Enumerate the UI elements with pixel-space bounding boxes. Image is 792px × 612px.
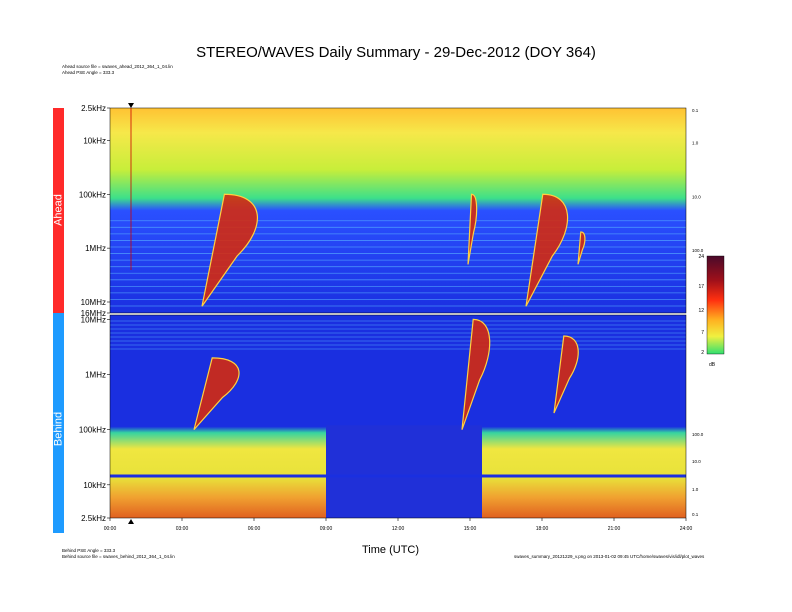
behind-freq-tick-label: 1MHz (85, 371, 106, 380)
ahead-freq-tick-label: 10MHz (81, 298, 106, 307)
colorbar-tick-label: 2 (701, 350, 704, 356)
radio-burst-ahead (526, 194, 568, 307)
x-tick-label: 15:00 (464, 526, 477, 532)
radio-burst-outline-behind (553, 335, 579, 414)
x-tick-label: 18:00 (536, 526, 549, 532)
ahead-right-tick-label: 0.1 (692, 108, 699, 113)
behind-right-tick-label: 1.0 (692, 487, 699, 492)
radio-burst-outline-ahead (577, 231, 586, 265)
cursor-arrow-icon (128, 519, 134, 524)
colorbar-tick-label: 7 (701, 330, 704, 336)
ahead-source-file: Ahead source file = swaves_ahead_2012_36… (62, 64, 173, 69)
radio-burst-ahead (202, 194, 258, 307)
x-tick-label: 21:00 (608, 526, 621, 532)
radio-burst-behind (554, 335, 579, 414)
cursor-arrow-icon (128, 103, 134, 108)
radio-burst-outline-ahead (525, 193, 569, 307)
behind-freq-tick-label: 2.5kHz (81, 514, 106, 523)
behind-pse-angle: Behind PSE Angle = 333.3 (62, 548, 116, 553)
ahead-freq-tick-label: 16MHz (81, 309, 106, 318)
ahead-freq-tick-label: 100kHz (79, 190, 106, 199)
behind-data-gap (326, 425, 482, 518)
colorbar-tick-label: 12 (698, 308, 704, 314)
colorbar-tick-label: 24 (698, 254, 704, 260)
ahead-right-tick-label: 10.0 (692, 194, 701, 199)
ahead-frame (109, 107, 687, 314)
ahead-pse-angle: Ahead PSE Angle = 333.3 (62, 70, 115, 75)
x-tick-label: 06:00 (248, 526, 261, 532)
radio-burst-ahead (578, 231, 585, 265)
behind-freq-tick-label: 100kHz (79, 426, 106, 435)
ahead-freq-tick-label: 1MHz (85, 244, 106, 253)
radio-burst-outline-ahead (201, 193, 259, 307)
chart-title: STEREO/WAVES Daily Summary - 29-Dec-2012… (196, 44, 596, 61)
behind-source-file: Behind source file = swaves_behind_2012_… (62, 554, 175, 559)
ahead-right-tick-label: 100.0 (692, 248, 704, 253)
footer-note: swaves_summary_20121229_v.png on 2013-01… (514, 554, 705, 559)
radio-burst-behind (462, 319, 490, 430)
x-axis-label: Time (UTC) (362, 544, 420, 556)
behind-freq-tick-label: 10MHz (81, 315, 106, 324)
radio-burst-outline-behind (461, 318, 491, 430)
behind-freq-tick-label: 10kHz (83, 481, 106, 490)
colorbar-unit: dB (709, 362, 716, 368)
radio-burst-outline-behind (193, 357, 240, 431)
ahead-right-tick-label: 1.0 (692, 140, 699, 145)
ahead-freq-tick-label: 2.5kHz (81, 104, 106, 113)
x-tick-label: 12:00 (392, 526, 405, 532)
behind-right-tick-label: 100.0 (692, 432, 704, 437)
x-tick-label: 03:00 (176, 526, 189, 532)
ahead-spectrogram (110, 108, 686, 313)
ahead-freq-tick-label: 10kHz (83, 136, 106, 145)
behind-right-tick-label: 0.1 (692, 512, 699, 517)
radio-burst-behind (194, 357, 240, 430)
x-tick-label: 09:00 (320, 526, 333, 532)
colorbar (706, 255, 725, 355)
behind-panel-marker (53, 313, 64, 533)
ahead-panel-marker (53, 108, 64, 313)
colorbar-tick-label: 17 (698, 284, 704, 290)
behind-right-tick-label: 10.0 (692, 459, 701, 464)
x-tick-label: 24:00 (680, 526, 693, 532)
radio-burst-outline-ahead (467, 193, 478, 265)
radio-burst-ahead (468, 194, 477, 265)
x-tick-label: 00:00 (104, 526, 117, 532)
